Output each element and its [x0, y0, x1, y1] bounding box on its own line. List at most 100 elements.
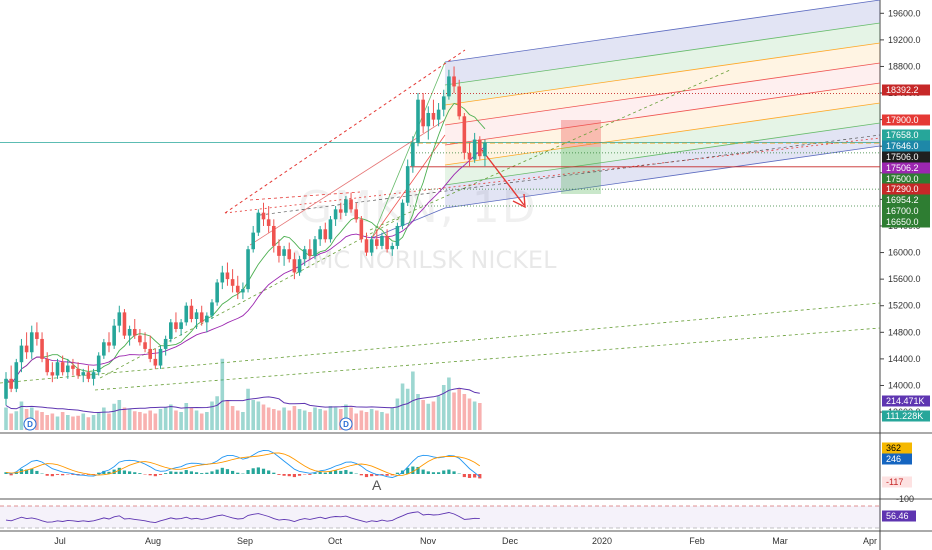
candle-body	[169, 322, 173, 339]
pitchfork-line[interactable]	[444, 122, 881, 186]
macd-histogram-bar	[411, 466, 415, 474]
pitchfork-band[interactable]	[445, 123, 880, 208]
volume-bar	[9, 413, 13, 430]
volume-bar	[313, 407, 317, 430]
projection-arrow-head[interactable]	[512, 193, 526, 209]
pitchfork-handle[interactable]	[371, 61, 446, 239]
watermark: GMKN, 1D MMC NORILSK NICKEL	[292, 182, 557, 274]
volume-bar	[292, 406, 297, 430]
macd-tag	[882, 442, 912, 454]
candle-body	[282, 249, 286, 256]
volume-bar	[35, 410, 39, 430]
macd-histogram-bar	[246, 470, 250, 474]
candle-body	[148, 348, 152, 359]
candle-body	[158, 348, 163, 366]
volume-bar	[148, 410, 152, 430]
macd-histogram-bar	[205, 472, 209, 474]
volume-bar	[395, 398, 400, 430]
volume-bar	[354, 413, 358, 430]
macd-histogram-bar	[169, 471, 173, 474]
trend-line-resistance[interactable]	[249, 191, 361, 201]
volume-bar	[436, 396, 441, 430]
volume-bar	[375, 410, 379, 430]
pitchfork-band[interactable]	[445, 63, 880, 145]
candle-body	[76, 368, 80, 376]
macd-histogram-bar	[334, 470, 338, 474]
pitchfork-line[interactable]	[444, 145, 881, 209]
pitchfork-line[interactable]	[444, 62, 881, 126]
pitchfork-line[interactable]	[444, 102, 881, 166]
volume-bar	[421, 400, 425, 430]
price-axis-label: 19200.0	[888, 35, 921, 45]
candle-body	[338, 209, 343, 213]
candle-body	[256, 212, 261, 233]
candle-body	[354, 209, 358, 220]
macd-histogram-bar	[236, 472, 240, 474]
candle-body	[199, 312, 204, 323]
candle-body	[292, 259, 297, 273]
pitchfork-band[interactable]	[445, 83, 880, 165]
macd-histogram-bar	[210, 471, 214, 474]
volume-bar	[478, 403, 482, 430]
volume-bar	[261, 404, 266, 430]
volume-bar	[256, 401, 261, 430]
candle-body	[261, 212, 266, 220]
macd-tag-label: 246	[886, 454, 901, 464]
candle-body	[441, 96, 446, 110]
volume-bar	[328, 406, 333, 430]
macd-histogram-bar	[370, 474, 374, 477]
candle-body	[235, 285, 240, 293]
trend-line-upper[interactable]	[224, 49, 466, 214]
projection-arrow-line[interactable]	[481, 149, 525, 206]
candles-layer	[4, 66, 487, 406]
time-axis-label: Oct	[328, 536, 343, 546]
macd-histogram-bar	[261, 468, 266, 474]
time-axis[interactable]: Jul Aug Sep Oct Nov Dec 2020 Feb Mar Apr	[54, 536, 877, 546]
chart-marker-label: A	[372, 477, 382, 493]
pitchfork-band[interactable]	[445, 0, 880, 85]
trend-line-long-2[interactable]	[94, 327, 881, 391]
pitchfork-line[interactable]	[444, 22, 881, 86]
pitchfork-band[interactable]	[445, 23, 880, 105]
volume-bar	[132, 411, 137, 430]
pitchfork-line[interactable]	[444, 82, 881, 146]
candle-body	[107, 342, 111, 346]
volume-bar	[333, 407, 338, 430]
macd-histogram-bar	[395, 472, 399, 474]
volume-bar	[416, 394, 420, 430]
volume-bar	[318, 409, 322, 430]
volume-bar	[45, 415, 49, 430]
dividend-marker[interactable]	[339, 417, 353, 431]
macd-histogram-bar	[277, 474, 281, 475]
candle-body	[102, 342, 106, 356]
candle-body	[287, 249, 292, 260]
volume-bar	[205, 412, 209, 430]
price-axis-label: 16000.0	[888, 248, 921, 258]
pitchfork-band[interactable]	[445, 43, 880, 125]
macd-histogram-bar	[164, 473, 168, 474]
candle-body	[91, 372, 96, 379]
macd-histogram-bar	[215, 469, 219, 474]
candle-body	[400, 202, 405, 226]
pitchfork-band[interactable]	[445, 103, 880, 185]
volume-bar	[457, 388, 461, 430]
time-axis-label: Dec	[502, 536, 519, 546]
drawings-layer[interactable]	[0, 0, 881, 391]
dividend-marker[interactable]	[23, 417, 37, 431]
position-target-zone[interactable]	[561, 147, 601, 194]
price-tag	[882, 173, 930, 185]
time-axis-label: Mar	[772, 536, 788, 546]
volume-bar	[117, 400, 122, 430]
volume-bar	[96, 412, 101, 430]
candle-body	[395, 225, 400, 246]
candle-body	[138, 335, 142, 343]
price-axis-label: 14000.0	[888, 380, 921, 390]
volume-tag-label: 214.471K	[886, 396, 925, 406]
macd-histogram-bar	[174, 471, 178, 474]
pitchfork-line[interactable]	[444, 0, 881, 63]
volume-tag-label: 111.228K	[886, 411, 923, 421]
trend-line-dark[interactable]	[259, 134, 881, 216]
macd-histogram-bar	[426, 471, 430, 474]
pitchfork-line[interactable]	[444, 42, 881, 106]
